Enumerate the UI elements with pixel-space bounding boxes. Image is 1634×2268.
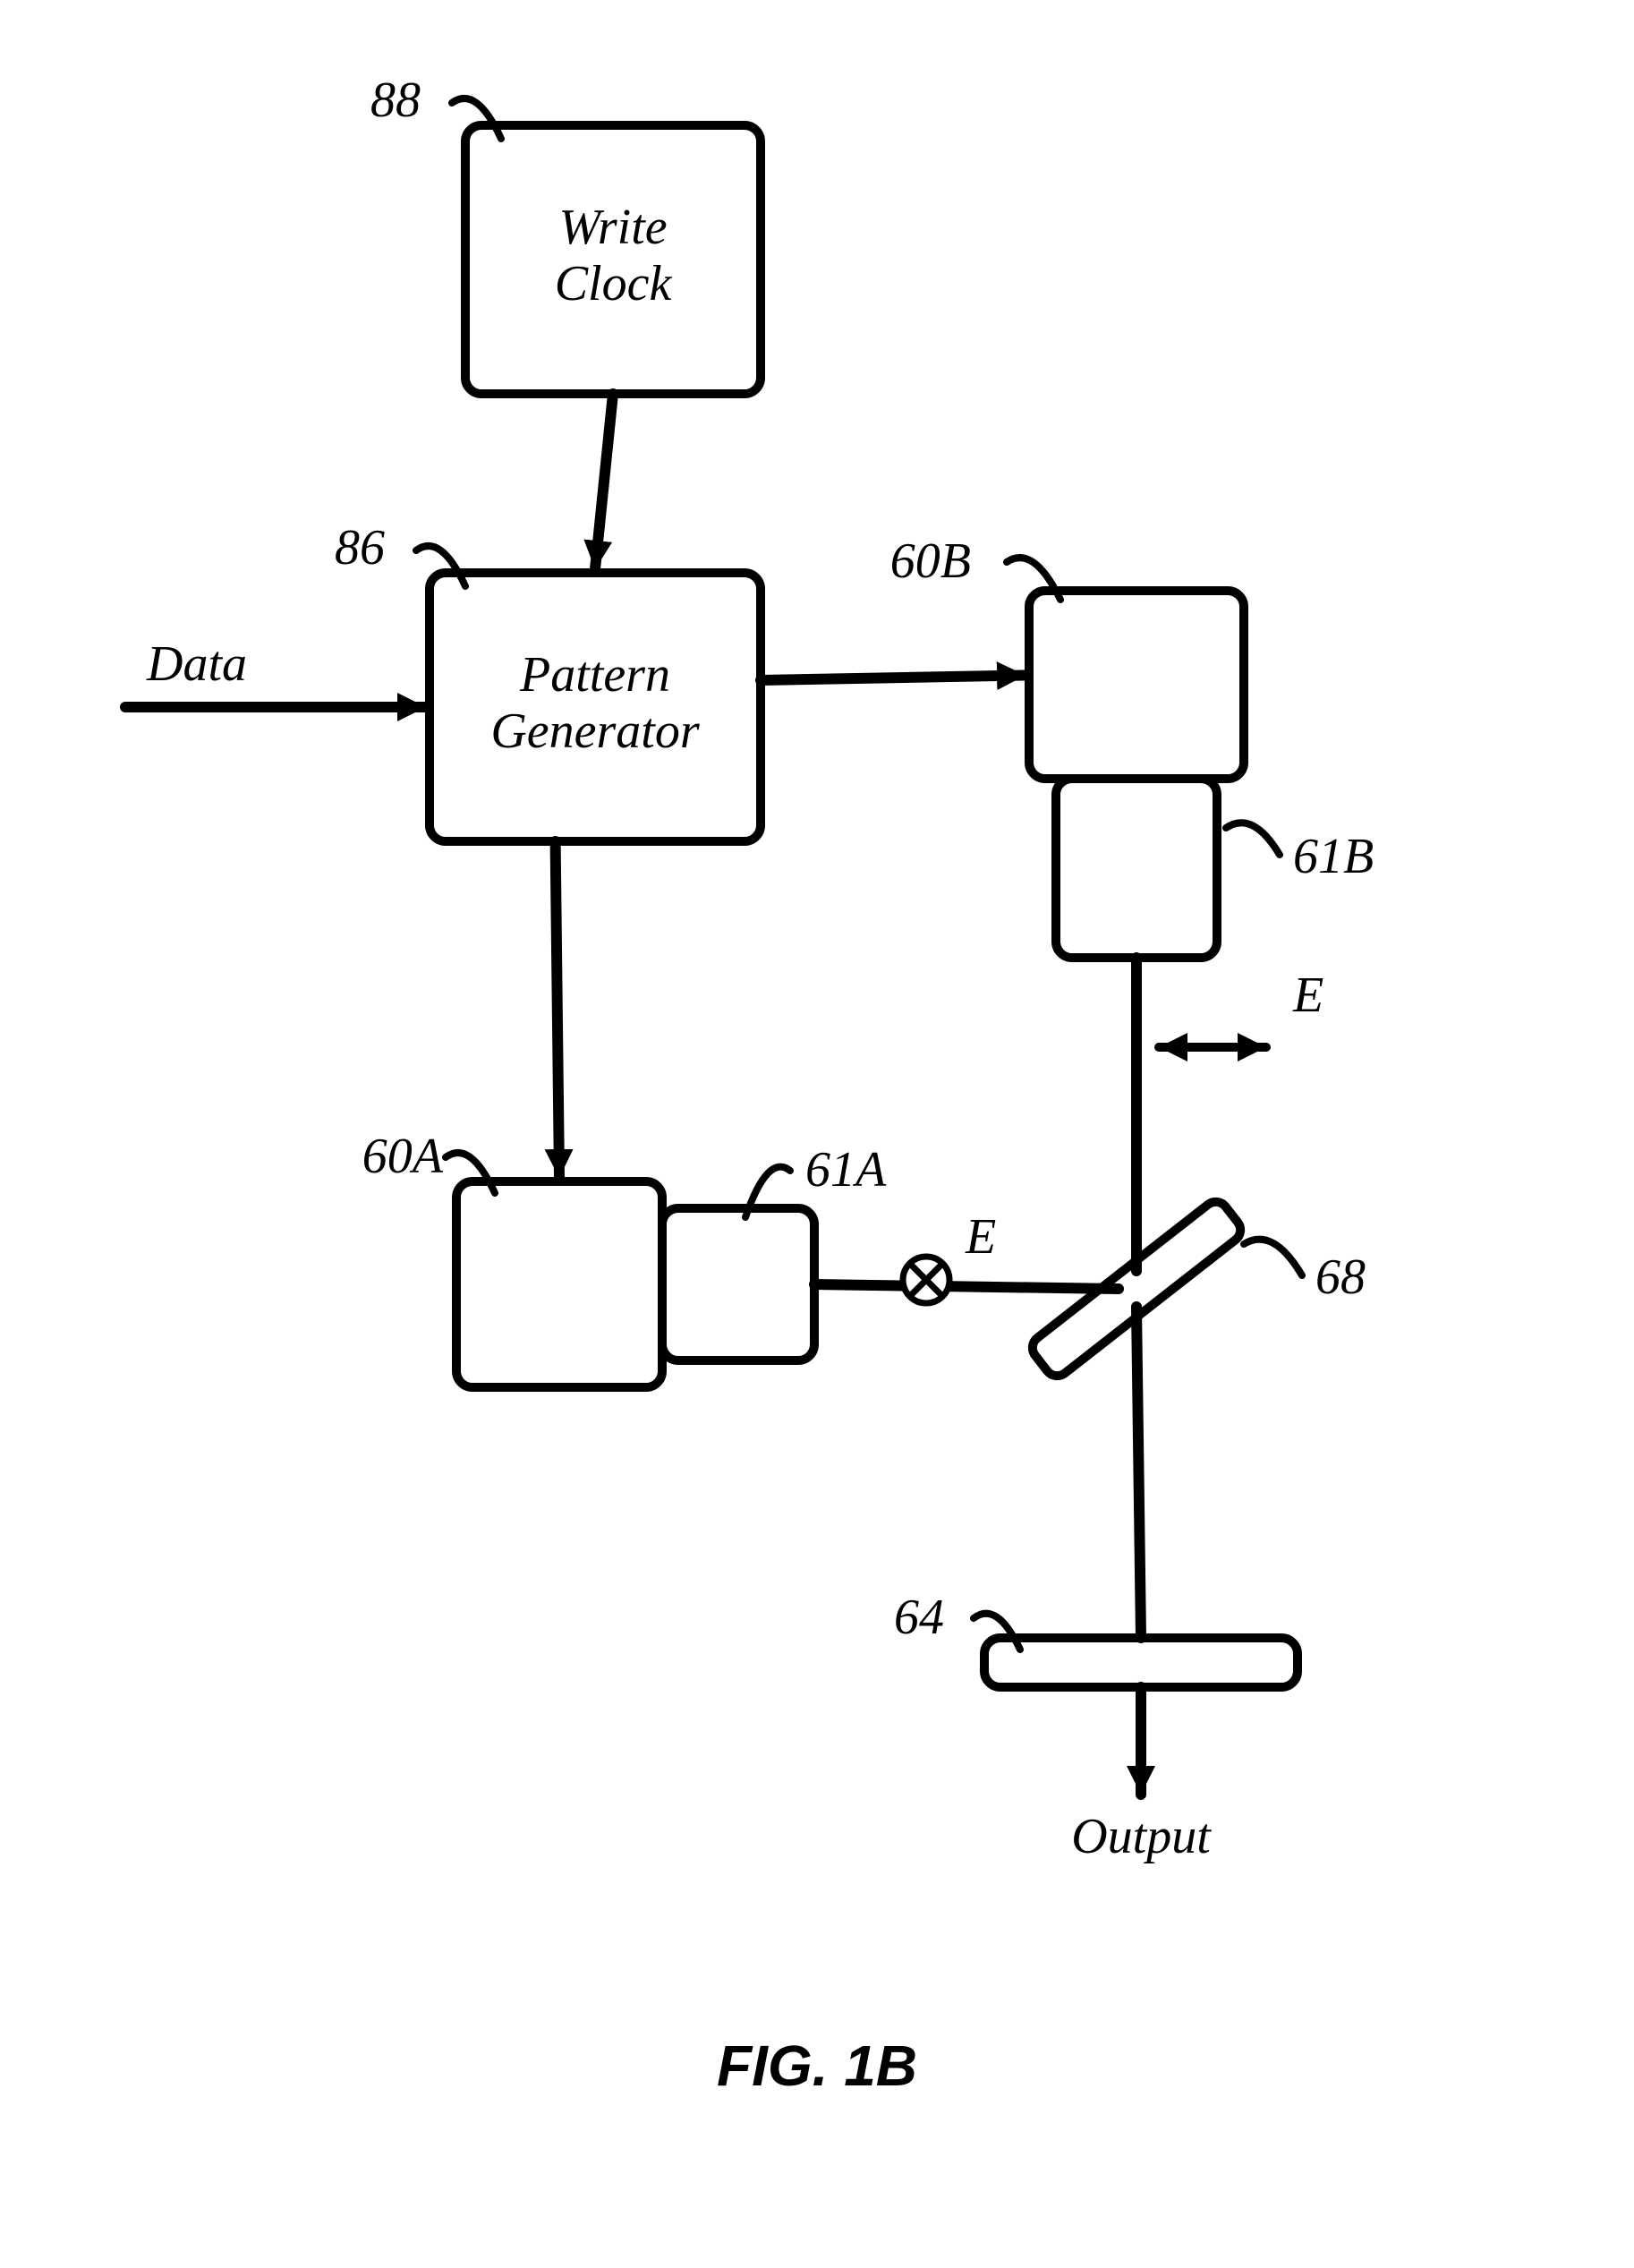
ref-68: 68: [1315, 1249, 1366, 1305]
ref-lead: [1226, 823, 1280, 855]
e-field-side-label: E: [965, 1209, 996, 1265]
arrow-clock-to-pattern: [595, 394, 613, 569]
figure-caption: FIG. 1B: [717, 2034, 917, 2098]
box-61a: [662, 1208, 814, 1360]
output-label: Output: [1071, 1809, 1212, 1864]
ref-60A: 60A: [362, 1129, 444, 1184]
ref-64: 64: [894, 1590, 944, 1645]
write-clock-label-2: Clock: [555, 256, 673, 311]
box-60b: [1029, 591, 1244, 779]
arrow-pattern-to-60b: [761, 676, 1026, 681]
ref-lead: [1244, 1240, 1302, 1275]
write-clock-label-1: Write: [558, 200, 667, 255]
beam-mirror-to-64: [1136, 1307, 1141, 1638]
box-60a: [456, 1181, 662, 1387]
data-label: Data: [146, 636, 247, 692]
e-field-top-label: E: [1292, 968, 1323, 1023]
ref-88: 88: [370, 72, 421, 128]
beam-61a-to-mirror: [814, 1284, 1119, 1289]
arrow-pattern-to-60a: [556, 841, 559, 1178]
ref-61A: 61A: [805, 1142, 887, 1198]
ref-86: 86: [335, 520, 385, 576]
ref-61B: 61B: [1293, 829, 1374, 884]
ref-60B: 60B: [890, 533, 971, 589]
plate-64: [984, 1638, 1298, 1687]
pattern-gen-label-1: Pattern: [519, 647, 670, 703]
pattern-gen-label-2: Generator: [490, 703, 700, 759]
box-61b: [1056, 779, 1217, 958]
